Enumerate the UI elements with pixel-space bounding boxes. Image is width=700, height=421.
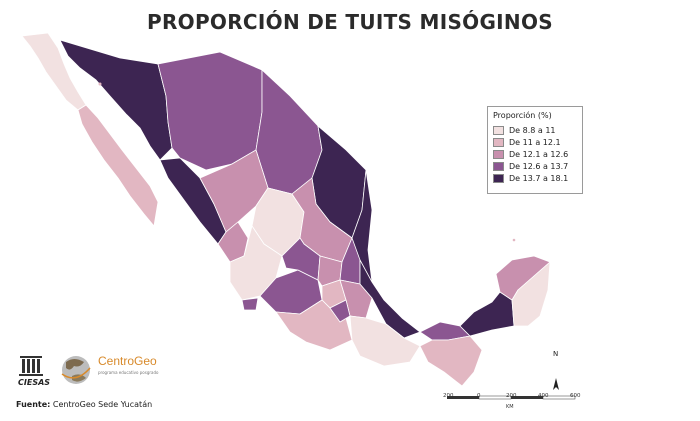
north-arrow-icon [553, 378, 559, 390]
region-oaxaca [349, 315, 421, 367]
legend-item: De 8.8 a 11 [493, 124, 577, 136]
scale-bar [447, 395, 576, 400]
legend-swatch [493, 149, 504, 159]
legend-item: De 12.6 a 13.7 [493, 160, 577, 172]
centrogeo-logo-subtitle: programa educativo posgrado [98, 370, 159, 375]
island-marker [512, 238, 516, 242]
legend-item: De 12.1 a 12.6 [493, 148, 577, 160]
scale-tick-label: 200 [506, 393, 517, 399]
region-colima [241, 297, 259, 311]
region-coahuila [255, 69, 323, 195]
legend-label: De 12.6 a 13.7 [509, 161, 569, 171]
ciesas-logo-text: CIESAS [18, 378, 51, 387]
legend-swatch [493, 173, 504, 183]
map-legend: Proporción (%) De 8.8 a 11 De 11 a 12.1 … [487, 106, 583, 194]
legend-label: De 12.1 a 12.6 [509, 149, 569, 159]
region-quintana-roo [511, 261, 551, 327]
region-veracruz [359, 259, 421, 339]
centrogeo-globe-icon [61, 356, 91, 384]
scale-tick-label: 400 [538, 393, 549, 399]
island-marker [98, 82, 102, 86]
north-label: N [553, 350, 559, 358]
source-text: CentroGeo Sede Yucatán [52, 400, 153, 409]
scale-tick-label: 600 [570, 393, 581, 399]
legend-item: De 13.7 a 18.1 [493, 172, 577, 184]
region-jalisco [229, 225, 283, 301]
scale-unit-label: KM [506, 404, 514, 410]
legend-swatch [493, 161, 504, 171]
legend-label: De 13.7 a 18.1 [509, 173, 569, 183]
ciesas-logo-icon [19, 356, 43, 376]
region-chiapas [419, 335, 483, 387]
scale-tick-label: 0 [477, 393, 481, 399]
source-note: Fuente: CentroGeo Sede Yucatán [16, 400, 152, 409]
legend-title: Proporción (%) [493, 111, 552, 120]
map-title: PROPORCIÓN DE TUITS MISÓGINOS [147, 10, 553, 34]
legend-label: De 11 a 12.1 [509, 137, 561, 147]
legend-swatch [493, 137, 504, 147]
legend-label: De 8.8 a 11 [509, 125, 556, 135]
region-baja-california-sur [77, 104, 159, 227]
region-chihuahua [157, 51, 263, 171]
region-campeche [459, 291, 515, 337]
legend-item: De 11 a 12.1 [493, 136, 577, 148]
source-label: Fuente: [16, 400, 51, 409]
legend-swatch [493, 125, 504, 135]
scale-tick-label: 200 [443, 393, 454, 399]
centrogeo-logo-text: CentroGeo [98, 354, 157, 368]
